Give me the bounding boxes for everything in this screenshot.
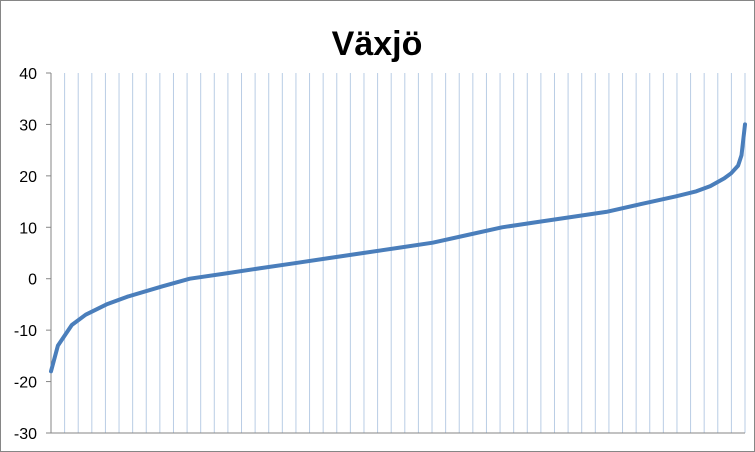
y-tick-label: 30: [19, 117, 37, 134]
series-line: [49, 122, 747, 374]
y-axis-ticks: 40 30 20 10 0 -10 -20 -30: [14, 66, 51, 443]
y-tick-label: -10: [14, 323, 37, 340]
y-tick-label: 20: [19, 169, 37, 186]
chart-title: Växjö: [332, 25, 423, 63]
y-tick-label: -20: [14, 375, 37, 392]
y-tick-label: -30: [14, 426, 37, 443]
y-tick-label: 0: [28, 272, 37, 289]
series-layer: [49, 122, 747, 374]
y-tick-label: 40: [19, 66, 37, 83]
axes: [50, 73, 745, 434]
y-tick-label: 10: [19, 220, 37, 237]
gridlines: [64, 73, 746, 433]
